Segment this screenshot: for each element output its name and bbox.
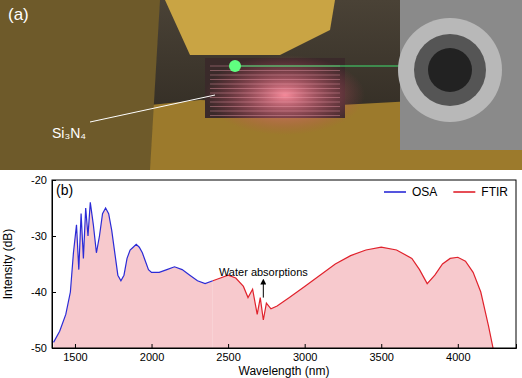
- y-tick-mark: [52, 348, 56, 349]
- waveguide-line: [210, 88, 340, 89]
- y-axis: -20 -30 -40 -50: [31, 174, 56, 354]
- x-tick: 1500: [63, 344, 87, 363]
- waveguide-line: [210, 115, 340, 116]
- chip-glow: [205, 55, 365, 135]
- waveguide-line: [210, 97, 340, 98]
- figure: (a) Si₃N₄ 1500 2000 2500 3000 3500 4000 -20 -30 -4…: [0, 0, 522, 378]
- x-tick-label: 1500: [63, 351, 87, 363]
- x-tick-mark: [75, 344, 76, 348]
- x-tick-label: 4000: [446, 351, 470, 363]
- plot-marks: [54, 202, 493, 348]
- y-tick: -30: [31, 230, 56, 242]
- spectrum-area: [213, 247, 493, 348]
- x-tick-mark: [458, 344, 459, 348]
- stage-left: [0, 0, 160, 170]
- x-tick-label: 3500: [369, 351, 393, 363]
- x-axis: 1500 2000 2500 3000 3500 4000: [53, 344, 517, 363]
- green-spot: [229, 60, 241, 72]
- waveguide-line: [210, 75, 340, 76]
- panel-label: (b): [56, 182, 73, 198]
- waveguide-line: [210, 102, 340, 103]
- y-tick-mark: [52, 180, 56, 181]
- photo-background: [0, 0, 522, 170]
- lens-glass: [428, 48, 472, 92]
- spectrum-line: [54, 202, 213, 342]
- y-tick: -50: [31, 342, 56, 354]
- sample-label: Si₃N₄: [52, 125, 86, 141]
- y-tick-mark: [52, 236, 56, 237]
- x-tick-mark: [228, 344, 229, 348]
- x-tick-label: 3000: [293, 351, 317, 363]
- probe-block: [165, 0, 335, 55]
- x-axis-title: Wavelength (nm): [239, 364, 330, 378]
- y-tick: -40: [31, 286, 56, 298]
- annotation-arrow: [263, 282, 264, 298]
- y-axis-line: [53, 181, 57, 349]
- lens-inner: [414, 34, 486, 106]
- legend-label: OSA: [412, 185, 437, 199]
- legend-label: FTIR: [481, 185, 508, 199]
- x-tick-mark: [152, 344, 153, 348]
- x-tick-label: 2500: [216, 351, 240, 363]
- spectrum-area: [54, 202, 213, 348]
- x-axis-line: [53, 344, 517, 349]
- plot-background: [52, 180, 516, 348]
- waveguide-line: [210, 70, 340, 71]
- legend-swatch: [453, 191, 475, 193]
- legend: FTIR OSA: [384, 185, 508, 199]
- x-tick-mark: [305, 344, 306, 348]
- y-tick-label: -30: [31, 230, 47, 242]
- x-tick: 2000: [140, 344, 164, 363]
- x-tick: 4000: [446, 344, 470, 363]
- waveguide-line: [210, 84, 340, 85]
- panel-b: 1500 2000 2500 3000 3500 4000 -20 -30 -40 -50 Wave…: [1, 174, 517, 378]
- x-tick: 2500: [216, 344, 240, 363]
- label-leader: [90, 95, 215, 122]
- legend-swatch: [384, 191, 406, 193]
- annotation-text: Water absorptions: [219, 266, 308, 278]
- y-tick-label: -50: [31, 342, 47, 354]
- panel-label: (a): [8, 5, 29, 24]
- waveguide-line: [210, 106, 340, 107]
- waveguide-line: [210, 93, 340, 94]
- y-tick-label: -40: [31, 286, 47, 298]
- panel-a: (a) Si₃N₄: [0, 0, 522, 170]
- plot-frame: [52, 180, 516, 348]
- x-tick-label: 2000: [140, 351, 164, 363]
- spectrum-line: [213, 247, 493, 348]
- y-tick: -20: [31, 174, 56, 186]
- x-tick-mark: [381, 344, 382, 348]
- lens-ring: [398, 18, 502, 122]
- waveguide-line: [210, 79, 340, 80]
- x-tick: 3500: [369, 344, 393, 363]
- y-tick-label: -20: [31, 174, 47, 186]
- x-tick: 3000: [293, 344, 317, 363]
- waveguide-line: [210, 111, 340, 112]
- y-axis-title: Intensity (dB): [1, 229, 15, 300]
- y-tick-mark: [52, 292, 56, 293]
